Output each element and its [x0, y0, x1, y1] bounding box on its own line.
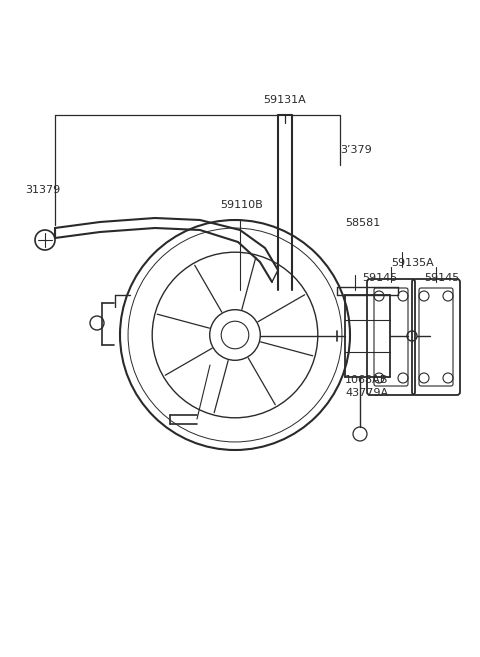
Text: 43779A: 43779A — [345, 388, 388, 398]
Text: 59145: 59145 — [362, 273, 397, 283]
Text: 59131A: 59131A — [264, 95, 306, 105]
Text: 58581: 58581 — [345, 218, 380, 228]
Text: 59135A: 59135A — [392, 258, 434, 268]
Text: 1068AB: 1068AB — [345, 375, 388, 385]
Text: 59110B: 59110B — [220, 200, 263, 210]
Text: 31379: 31379 — [25, 185, 60, 195]
Text: 3’379: 3’379 — [340, 145, 372, 155]
Text: 59145: 59145 — [424, 273, 460, 283]
